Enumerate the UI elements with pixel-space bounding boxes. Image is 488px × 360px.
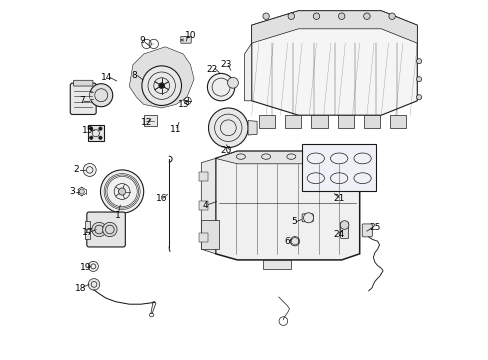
FancyBboxPatch shape <box>362 224 371 237</box>
Text: 22: 22 <box>206 65 217 74</box>
Circle shape <box>142 66 181 105</box>
FancyBboxPatch shape <box>73 80 93 86</box>
Text: 6: 6 <box>284 238 290 246</box>
Bar <box>199 201 208 210</box>
Circle shape <box>303 213 313 223</box>
Text: 2: 2 <box>73 165 79 174</box>
Polygon shape <box>215 151 359 164</box>
Circle shape <box>101 170 143 213</box>
Text: 7: 7 <box>79 96 84 105</box>
Bar <box>199 172 208 181</box>
Text: 24: 24 <box>332 230 344 239</box>
Polygon shape <box>251 11 416 115</box>
Polygon shape <box>201 220 219 249</box>
Circle shape <box>88 261 98 271</box>
Circle shape <box>159 83 164 89</box>
Circle shape <box>89 136 93 140</box>
Bar <box>285 115 301 128</box>
Circle shape <box>99 127 102 130</box>
Text: 21: 21 <box>332 194 344 203</box>
Circle shape <box>79 189 84 194</box>
Text: 17: 17 <box>82 228 94 237</box>
Circle shape <box>207 73 234 101</box>
Text: 9: 9 <box>139 36 144 45</box>
Bar <box>84 221 90 229</box>
Circle shape <box>99 136 102 140</box>
Text: 4: 4 <box>203 201 208 210</box>
Bar <box>302 144 375 191</box>
Polygon shape <box>129 47 194 108</box>
Circle shape <box>289 237 299 246</box>
Circle shape <box>88 279 100 290</box>
Text: 15: 15 <box>82 126 94 135</box>
Polygon shape <box>87 125 104 141</box>
Bar <box>258 115 275 128</box>
Polygon shape <box>244 43 251 101</box>
Circle shape <box>227 77 238 88</box>
Text: 8: 8 <box>132 71 137 80</box>
Circle shape <box>416 95 421 100</box>
Bar <box>199 233 208 242</box>
Bar <box>363 115 380 128</box>
Circle shape <box>142 66 181 105</box>
Circle shape <box>313 13 319 19</box>
Circle shape <box>83 163 96 176</box>
Text: 20: 20 <box>221 146 232 155</box>
Bar <box>143 115 156 126</box>
Polygon shape <box>151 302 156 313</box>
Circle shape <box>208 108 247 148</box>
Text: 23: 23 <box>220 60 231 69</box>
Polygon shape <box>215 151 359 260</box>
Circle shape <box>102 222 117 237</box>
Circle shape <box>340 221 348 229</box>
Text: 25: 25 <box>368 223 380 232</box>
Bar <box>84 232 90 239</box>
Text: 14: 14 <box>101 73 112 82</box>
Circle shape <box>388 13 394 19</box>
Text: 3: 3 <box>69 187 75 196</box>
Circle shape <box>89 84 113 107</box>
Text: 5: 5 <box>291 217 296 226</box>
Circle shape <box>363 13 369 19</box>
Circle shape <box>118 188 125 195</box>
FancyBboxPatch shape <box>302 214 313 222</box>
Bar <box>311 115 327 128</box>
Text: 19: 19 <box>80 263 92 271</box>
Circle shape <box>92 222 106 237</box>
Circle shape <box>263 13 269 19</box>
FancyBboxPatch shape <box>181 36 191 43</box>
Circle shape <box>159 83 164 89</box>
FancyBboxPatch shape <box>87 212 125 247</box>
Text: 18: 18 <box>75 284 86 293</box>
Circle shape <box>416 77 421 82</box>
Text: 11: 11 <box>170 125 182 134</box>
Polygon shape <box>247 121 257 135</box>
Bar <box>389 115 406 128</box>
Bar <box>337 115 353 128</box>
Polygon shape <box>201 158 215 254</box>
Text: 13: 13 <box>178 100 189 109</box>
Bar <box>262 260 291 269</box>
FancyBboxPatch shape <box>70 83 96 114</box>
Circle shape <box>338 13 344 19</box>
Text: 1: 1 <box>115 211 121 220</box>
Polygon shape <box>251 11 416 43</box>
Circle shape <box>89 127 93 130</box>
Text: 12: 12 <box>141 118 152 127</box>
FancyBboxPatch shape <box>340 222 348 239</box>
Circle shape <box>287 13 294 19</box>
Circle shape <box>416 59 421 64</box>
Text: 10: 10 <box>184 31 196 40</box>
Text: 16: 16 <box>156 194 167 203</box>
